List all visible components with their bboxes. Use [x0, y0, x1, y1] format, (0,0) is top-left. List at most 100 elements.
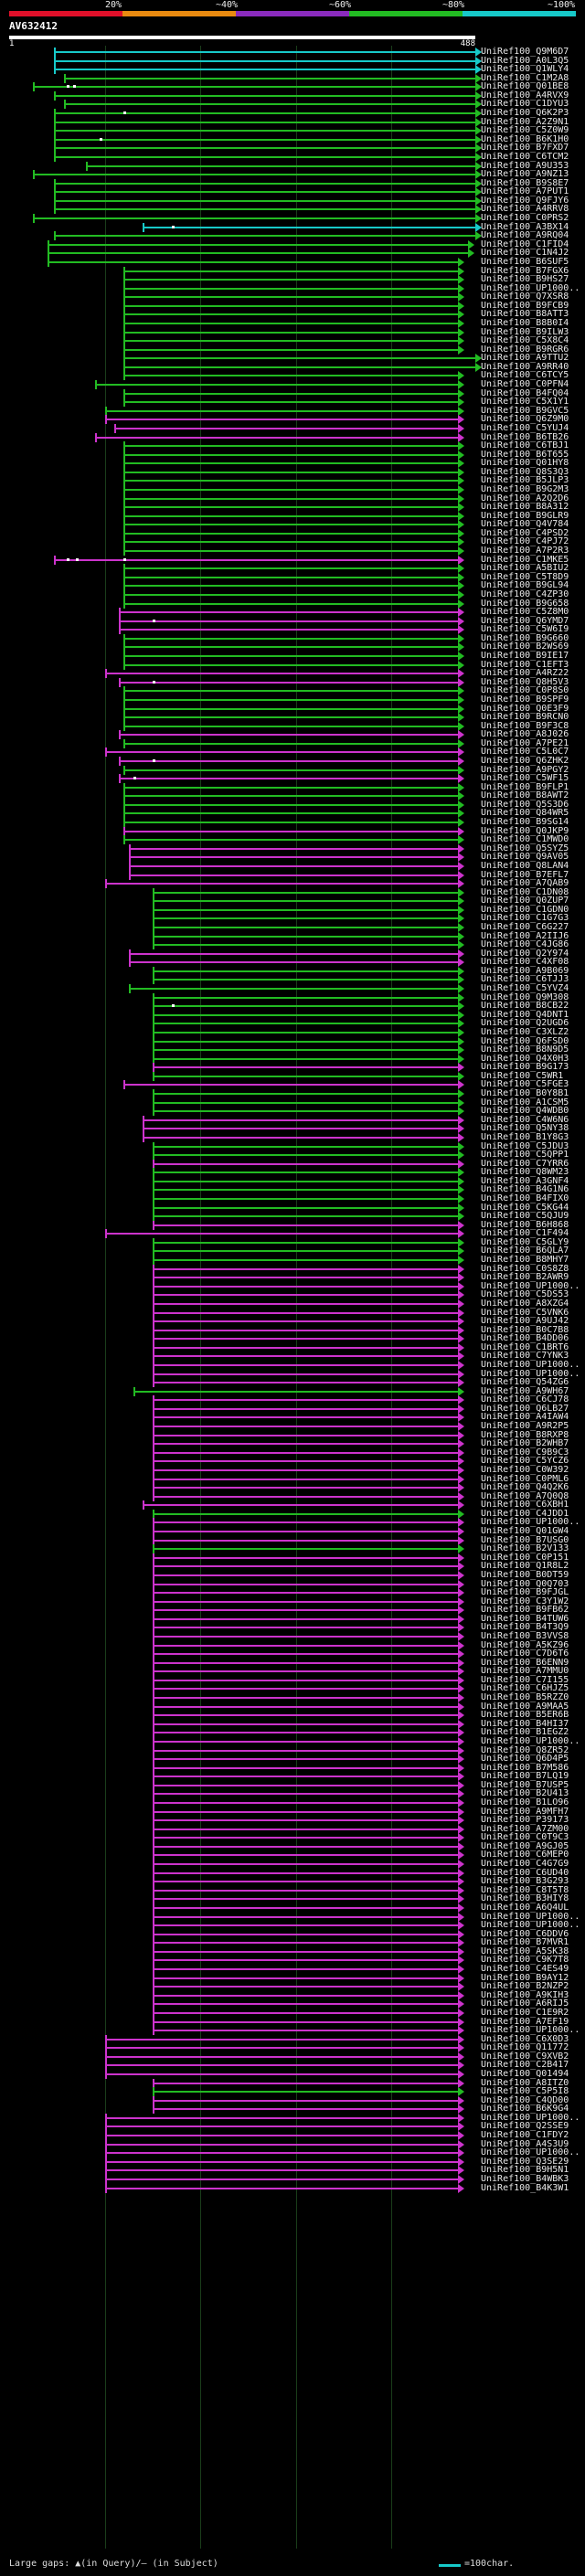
hit-label-link[interactable]: UniRef100_B4TUW6 — [481, 1613, 569, 1624]
hit-label-link[interactable]: UniRef100_B9G173 — [481, 1062, 569, 1073]
hit-label-link[interactable]: UniRef100_Q8ZR52 — [481, 1744, 569, 1755]
hit-label-link[interactable]: UniRef100_A4RVX9 — [481, 90, 569, 101]
hit-bar[interactable] — [152, 1468, 459, 1471]
hit-label-link[interactable]: UniRef100_B9GVC5 — [481, 405, 569, 416]
hit-label-link[interactable]: UniRef100_B4G1N6 — [481, 1184, 569, 1195]
hit-label-link[interactable]: UniRef100_C0T9C3 — [481, 1832, 569, 1843]
hit-label-link[interactable]: UniRef100_Q6K2P3 — [481, 108, 569, 119]
hit-bar[interactable] — [152, 1977, 459, 1979]
hit-bar[interactable] — [123, 602, 459, 605]
hit-label-link[interactable]: UniRef100_B8RXP8 — [481, 1429, 569, 1440]
hit-label-link[interactable]: UniRef100_C0P8S0 — [481, 685, 569, 696]
hit-label-link[interactable]: UniRef100_B9GL94 — [481, 580, 569, 591]
hit-label-link[interactable]: UniRef100_Q6D4P5 — [481, 1754, 569, 1765]
hit-bar[interactable] — [152, 1881, 459, 1883]
hit-label-link[interactable]: UniRef100_B2AWR9 — [481, 1272, 569, 1283]
hit-label-link[interactable]: UniRef100_C1FID4 — [481, 239, 569, 249]
hit-label-link[interactable]: UniRef100_B4FQ04 — [481, 387, 569, 398]
hit-label-link[interactable]: UniRef100_B2V133 — [481, 1543, 569, 1554]
hit-label-link[interactable]: UniRef100_Q2UGD6 — [481, 1018, 569, 1029]
hit-bar[interactable] — [133, 1390, 459, 1393]
hit-bar[interactable] — [152, 1005, 459, 1008]
hit-label-link[interactable]: UniRef100_C1FDY2 — [481, 2130, 569, 2141]
hit-label-link[interactable]: UniRef100_B8B0I4 — [481, 317, 569, 328]
hit-bar[interactable] — [152, 1653, 459, 1656]
hit-label-link[interactable]: UniRef100_B6TB26 — [481, 431, 569, 442]
hit-label-link[interactable]: UniRef100_C7I155 — [481, 1674, 569, 1685]
hit-bar[interactable] — [152, 2003, 459, 2006]
hit-label-link[interactable]: UniRef100_C6X0D3 — [481, 2033, 569, 2044]
hit-label-link[interactable]: UniRef100_C7D6T6 — [481, 1648, 569, 1659]
hit-bar[interactable] — [119, 629, 459, 631]
hit-bar[interactable] — [152, 1294, 459, 1297]
hit-bar[interactable] — [128, 961, 459, 964]
hit-bar[interactable] — [152, 1487, 459, 1489]
hit-label-link[interactable]: UniRef100_C4JG86 — [481, 939, 569, 950]
hit-label-link[interactable]: UniRef100_A9KIH3 — [481, 1989, 569, 2000]
hit-label-link[interactable]: UniRef100_A9NZ13 — [481, 169, 569, 180]
hit-label-link[interactable]: UniRef100_C5YCZ6 — [481, 1456, 569, 1467]
hit-label-link[interactable]: UniRef100_B9IE17 — [481, 651, 569, 662]
hit-bar[interactable] — [152, 1355, 459, 1358]
hit-bar[interactable] — [152, 1434, 459, 1436]
hit-bar[interactable] — [54, 182, 475, 185]
hit-bar[interactable] — [123, 453, 459, 456]
hit-label-link[interactable]: UniRef100_C6G227 — [481, 922, 569, 932]
hit-label-link[interactable]: UniRef100_A9TTU2 — [481, 353, 569, 364]
hit-bar[interactable] — [152, 1154, 459, 1157]
hit-bar[interactable] — [113, 427, 459, 429]
hit-bar[interactable] — [123, 839, 459, 842]
hit-bar[interactable] — [152, 2020, 459, 2023]
hit-bar[interactable] — [143, 226, 475, 228]
hit-bar[interactable] — [104, 2064, 459, 2067]
hit-bar[interactable] — [123, 462, 459, 465]
hit-bar[interactable] — [152, 1556, 459, 1559]
hit-bar[interactable] — [54, 59, 475, 62]
hit-bar[interactable] — [152, 996, 459, 999]
hit-bar[interactable] — [104, 2160, 459, 2163]
hit-label-link[interactable]: UniRef100_B6T655 — [481, 449, 569, 460]
hit-bar[interactable] — [123, 795, 459, 798]
hit-label-link[interactable]: UniRef100_C6TBJ1 — [481, 440, 569, 451]
hit-label-link[interactable]: UniRef100_C0S8Z8 — [481, 1263, 569, 1274]
hit-label-link[interactable]: UniRef100_C0PML6 — [481, 1473, 569, 1484]
hit-label-link[interactable]: UniRef100_C7YRR6 — [481, 1158, 569, 1169]
hit-label-link[interactable]: UniRef100_A7QAB9 — [481, 878, 569, 889]
hit-label-link[interactable]: UniRef100_B9FB62 — [481, 1605, 569, 1616]
hit-label-link[interactable]: UniRef100_C5DS53 — [481, 1289, 569, 1300]
hit-bar[interactable] — [128, 864, 459, 867]
hit-bar[interactable] — [123, 655, 459, 658]
hit-label-link[interactable]: UniRef100_C6XBH1 — [481, 1500, 569, 1511]
hit-label-link[interactable]: UniRef100_Q9M308 — [481, 991, 569, 1002]
hit-label-link[interactable]: UniRef100_C1MWD0 — [481, 834, 569, 845]
hit-label-link[interactable]: UniRef100_B0DT59 — [481, 1569, 569, 1580]
hit-label-link[interactable]: UniRef100_Q3SE29 — [481, 2156, 569, 2167]
hit-label-link[interactable]: UniRef100_B7USP5 — [481, 1779, 569, 1790]
hit-bar[interactable] — [123, 663, 459, 666]
hit-bar[interactable] — [119, 778, 459, 780]
hit-label-link[interactable]: UniRef100_Q01494 — [481, 2068, 569, 2079]
hit-bar[interactable] — [152, 1531, 459, 1533]
hit-label-link[interactable]: UniRef100_A7ZM00 — [481, 1823, 569, 1834]
hit-label-link[interactable]: UniRef100_C6UD40 — [481, 1867, 569, 1878]
hit-bar[interactable] — [54, 51, 475, 53]
hit-bar[interactable] — [85, 164, 475, 167]
hit-bar[interactable] — [152, 1110, 459, 1113]
hit-label-link[interactable]: UniRef100_UP1000.. — [481, 1368, 580, 1379]
hit-bar[interactable] — [128, 856, 459, 859]
hit-label-link[interactable]: UniRef100_Q54ZG6 — [481, 1377, 569, 1388]
hit-bar[interactable] — [152, 1215, 459, 1218]
hit-bar[interactable] — [152, 1697, 459, 1700]
hit-bar[interactable] — [95, 384, 459, 387]
hit-label-link[interactable]: UniRef100_C6TJJ3 — [481, 974, 569, 985]
hit-bar[interactable] — [152, 1346, 459, 1349]
hit-label-link[interactable]: UniRef100_C5T8D9 — [481, 571, 569, 582]
hit-bar[interactable] — [152, 1495, 459, 1498]
hit-bar[interactable] — [123, 524, 459, 526]
hit-label-link[interactable]: UniRef100_A1CSM5 — [481, 1097, 569, 1108]
hit-bar[interactable] — [152, 1583, 459, 1585]
hit-bar[interactable] — [123, 489, 459, 491]
hit-label-link[interactable]: UniRef100_Q0JKP9 — [481, 825, 569, 836]
hit-label-link[interactable]: UniRef100_B8CB22 — [481, 1001, 569, 1012]
hit-bar[interactable] — [152, 1784, 459, 1786]
